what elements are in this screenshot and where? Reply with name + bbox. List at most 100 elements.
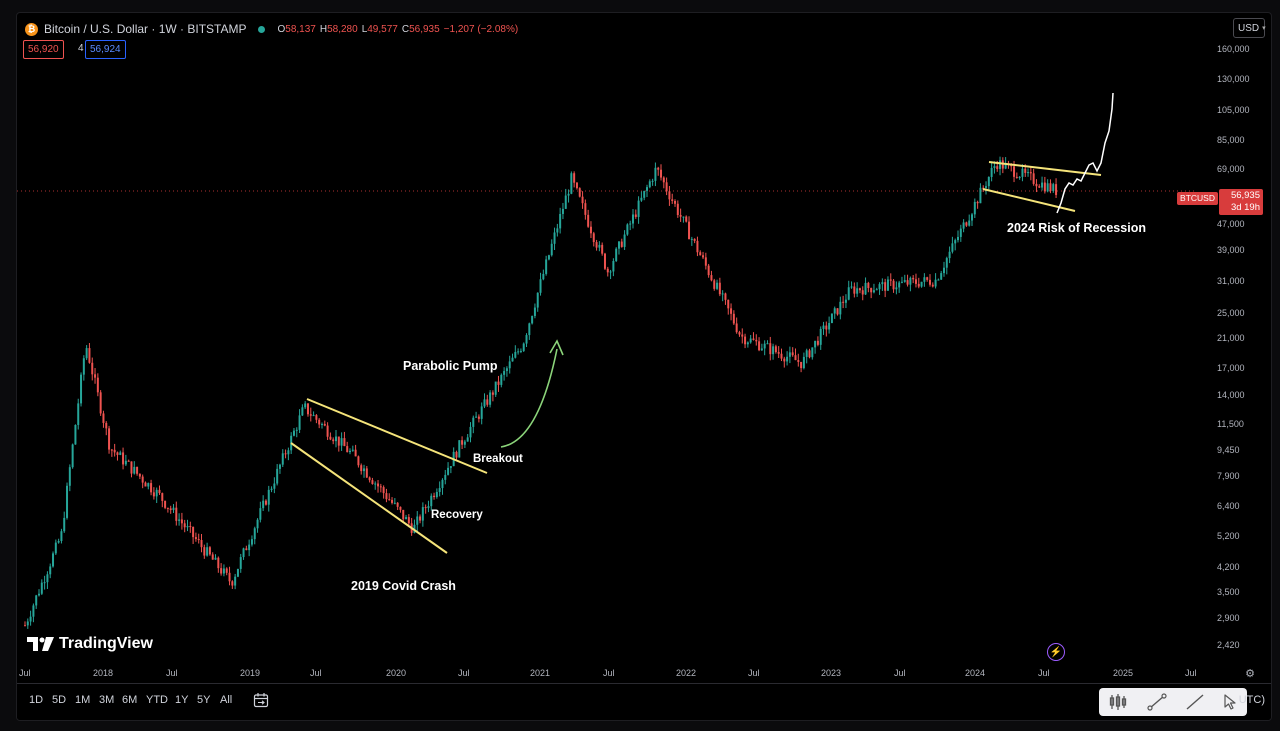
time-axis-label: Jul [603,668,615,678]
annotation-parabolic-pump: Parabolic Pump [403,359,498,373]
candle-body [864,282,867,295]
candle-body [528,323,531,336]
price-axis-label: 3,500 [1217,587,1240,597]
candle-body [363,468,366,472]
bottom-toolbar: 1D 5D 1M 3M 6M YTD 1Y 5Y All UTC) [17,683,1271,720]
candle-body [828,323,831,330]
candle-body [250,539,253,545]
candle-body [239,557,242,569]
time-axis-label: 2020 [386,668,407,678]
candle-body [189,526,192,528]
candle-body [80,374,83,404]
candle-body [466,437,469,442]
price-axis-label: 11,500 [1217,419,1244,429]
candle-body [284,453,287,455]
candle-body [881,282,884,285]
candle-body [360,465,363,472]
timeframe-5d[interactable]: 5D [52,694,67,706]
low-value: 49,577 [367,23,398,35]
candle-body [371,480,374,484]
candle-body [396,502,399,507]
candle-body [203,547,206,556]
candle-body [309,414,312,416]
candle-body [248,544,251,551]
candle-body [332,439,335,442]
cursor-icon[interactable] [1222,693,1238,711]
candle-body [760,348,763,351]
symbol-title[interactable]: Bitcoin / U.S. Dollar · 1W · BITSTAMP [44,22,247,36]
timeframe-1d[interactable]: 1D [29,694,44,706]
timeframe-ytd[interactable]: YTD [146,694,168,706]
candle-body [833,308,836,314]
trendline-icon[interactable] [1147,693,1167,711]
time-axis-label: 2019 [240,668,261,678]
candle-body [744,336,747,345]
candle-body [144,482,147,487]
candle-body [573,173,576,183]
tradingview-logo-icon [27,637,54,651]
currency-select[interactable]: USD ▾ [1233,18,1266,38]
annotation-recession-risk: 2024 Risk of Recession [1007,221,1146,235]
candle-body [539,279,542,293]
candle-body [564,195,567,209]
timeframe-6m[interactable]: 6M [122,694,138,706]
calendar-range-icon[interactable] [253,692,269,713]
candle-body [654,167,657,181]
candle-body [878,284,881,290]
candles-icon[interactable] [1108,693,1130,711]
candle-body [32,605,35,617]
candle-body [1013,166,1016,177]
candle-body [150,483,153,493]
candle-body [1035,183,1038,187]
candle-body [172,507,175,511]
price-chart[interactable] [17,13,1271,720]
sell-price-button[interactable]: 56,920 [23,40,64,59]
candle-body [264,500,267,505]
candle-body [763,343,766,349]
settings-gear-icon[interactable]: ⚙ [1245,668,1255,680]
candle-body [1049,183,1052,191]
candle-body [713,280,716,289]
candle-body [60,531,63,541]
drawing-tools-panel [1099,688,1247,716]
buy-price-button[interactable]: 56,924 [85,40,126,59]
candle-body [312,415,315,417]
candle-body [735,323,738,333]
candle-body [278,464,281,469]
candle-body [419,516,422,521]
candle-body [578,188,581,197]
candle-body [236,568,239,577]
timeframe-1y[interactable]: 1Y [175,694,189,706]
candle-body [514,351,517,358]
candle-body [74,424,77,445]
bitcoin-coin-icon: ₿ [25,22,38,36]
timeframe-1m[interactable]: 1M [75,694,91,706]
candle-body [822,325,825,329]
candle-body [788,352,791,357]
price-axis-label: 14,000 [1217,390,1245,400]
candle-body [923,277,926,282]
timeframe-all[interactable]: All [220,694,233,706]
candle-body [377,483,380,487]
candle-body [872,290,875,293]
line-tool-icon[interactable] [1185,693,1205,711]
candle-body [886,279,889,291]
candle-body [634,214,637,217]
candle-body [295,429,298,431]
parabolic-arrow [500,348,558,448]
candle-body [942,267,945,274]
candle-body [374,483,377,485]
lightning-alert-icon[interactable]: ⚡ [1047,643,1065,661]
candle-body [662,177,665,183]
candle-body [441,479,444,489]
candle-body [976,201,979,204]
timeframe-3m[interactable]: 3M [99,694,115,706]
candle-body [993,166,996,168]
candle-body [88,348,91,363]
candle-body [721,293,724,295]
timezone-label[interactable]: UTC) [1238,694,1265,706]
candle-body [973,201,976,215]
candle-body [141,476,144,483]
annotation-recovery: Recovery [431,509,483,521]
timeframe-5y[interactable]: 5Y [197,694,211,706]
